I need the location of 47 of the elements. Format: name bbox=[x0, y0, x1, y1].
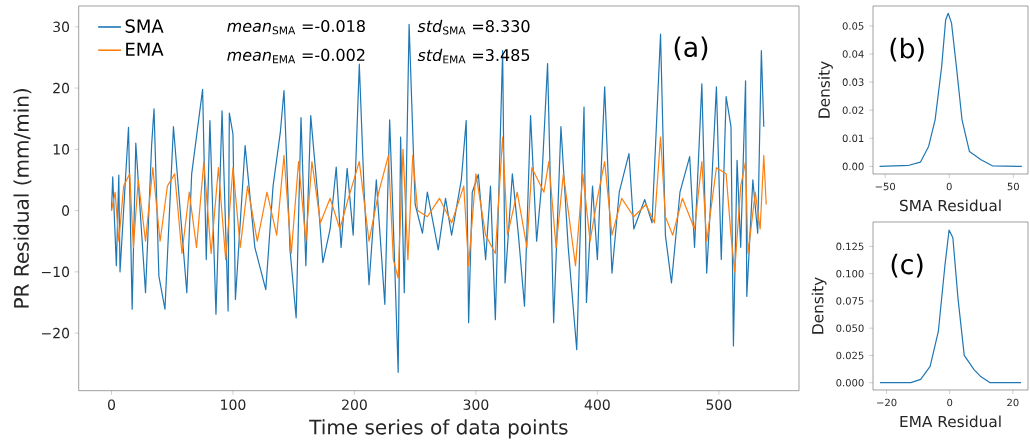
x-tick-label: 500 bbox=[706, 399, 732, 410]
annotation: (a) bbox=[674, 36, 708, 61]
annotation: (b) bbox=[890, 37, 924, 62]
x-tick-label: −20 bbox=[877, 398, 897, 407]
line-series bbox=[110, 136, 767, 279]
y-tick-label: 0.00 bbox=[842, 162, 864, 171]
y-axis-title: PR Residual (mm/min) bbox=[13, 88, 32, 308]
y-axis-title: Density bbox=[818, 61, 833, 118]
y-tick-label: 20 bbox=[53, 82, 70, 94]
annotation: mean$_{SMA}$ =-0.018 bbox=[227, 19, 365, 35]
legend-label: EMA bbox=[126, 42, 164, 56]
annotation: (c) bbox=[891, 253, 923, 278]
x-tick-label: 0 bbox=[947, 398, 953, 407]
x-axis-title: Time series of data points bbox=[309, 419, 568, 439]
y-tick-label: 0.025 bbox=[836, 351, 864, 360]
x-tick-label: 200 bbox=[342, 399, 367, 410]
x-tick-label: 20 bbox=[1007, 398, 1019, 407]
y-tick-label: 0.02 bbox=[842, 106, 864, 114]
y-tick-label: 10 bbox=[53, 144, 70, 155]
line-series bbox=[878, 12, 1023, 167]
y-tick-label: 0.000 bbox=[836, 378, 864, 387]
x-tick-label: 0 bbox=[946, 182, 952, 191]
y-tick-label: −20 bbox=[41, 327, 70, 339]
y-tick-label: 0.03 bbox=[842, 78, 864, 86]
y-tick-label: 0.100 bbox=[836, 269, 864, 278]
y-tick-label: 0.050 bbox=[836, 324, 864, 332]
y-tick-label: 0.05 bbox=[842, 22, 864, 30]
annotation: std$_{SMA}$ =8.330 bbox=[417, 19, 530, 35]
x-axis-title: SMA Residual bbox=[899, 199, 1001, 212]
y-tick-label: 0.04 bbox=[842, 50, 864, 58]
y-tick-label: −10 bbox=[41, 266, 70, 278]
y-axis-title: Density bbox=[811, 277, 827, 334]
y-tick-label: 0 bbox=[62, 205, 70, 216]
y-tick-label: 30 bbox=[53, 21, 70, 33]
x-tick-label: −50 bbox=[875, 182, 896, 191]
line-series bbox=[879, 229, 1022, 384]
x-tick-label: 100 bbox=[221, 399, 246, 410]
x-axis-title: EMA Residual bbox=[900, 415, 1001, 428]
x-tick-label: 50 bbox=[1007, 182, 1019, 191]
x-tick-label: 300 bbox=[463, 399, 489, 410]
y-tick-label: 0.075 bbox=[836, 297, 864, 305]
legend-label: SMA bbox=[125, 19, 164, 33]
y-tick-label: 0.01 bbox=[842, 134, 864, 143]
x-tick-label: 400 bbox=[584, 399, 610, 410]
x-tick-label: 0 bbox=[107, 399, 116, 410]
annotation: mean$_{EMA}$ =-0.002 bbox=[227, 48, 365, 64]
y-tick-label: 0.125 bbox=[836, 242, 864, 251]
